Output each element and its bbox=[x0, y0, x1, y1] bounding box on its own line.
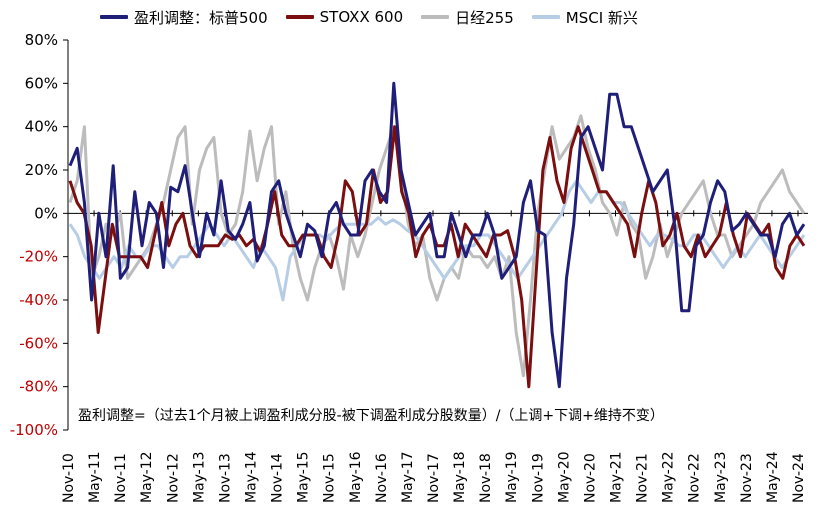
legend-item-stoxx600: STOXX 600 bbox=[285, 8, 404, 26]
x-tick-label: Nov-19 bbox=[530, 453, 546, 503]
legend-label-nikkei: 日经255 bbox=[455, 8, 514, 27]
x-tick-label: Nov-21 bbox=[635, 453, 651, 503]
legend-label-sp500: 盈利调整：标普500 bbox=[134, 8, 268, 27]
chart-ticks: 80%60%40%20%0%-20%-40%-60%-80%-100%Nov-1… bbox=[10, 31, 807, 503]
y-tick-label: -20% bbox=[19, 248, 58, 266]
x-tick-label: Nov-24 bbox=[791, 453, 807, 503]
legend-swatch-stoxx600 bbox=[285, 15, 314, 19]
y-tick-label: -40% bbox=[19, 291, 58, 309]
y-tick-label: 80% bbox=[25, 31, 58, 49]
x-tick-label: Nov-18 bbox=[478, 453, 494, 503]
y-tick-label: 40% bbox=[25, 118, 58, 136]
x-tick-label: Nov-15 bbox=[322, 453, 338, 503]
x-tick-label: Nov-13 bbox=[217, 453, 233, 503]
legend-item-msci-em: MSCI 新兴 bbox=[531, 7, 638, 28]
legend-swatch-msci-em bbox=[531, 15, 560, 19]
x-tick-label: Nov-23 bbox=[739, 453, 755, 503]
y-tick-label: 20% bbox=[25, 161, 58, 179]
x-tick-label: Nov-14 bbox=[270, 453, 286, 503]
y-tick-label: 60% bbox=[25, 74, 58, 92]
y-tick-label: -80% bbox=[19, 378, 58, 396]
y-tick-label: 0% bbox=[34, 204, 58, 222]
legend-item-nikkei: 日经255 bbox=[421, 7, 514, 28]
legend-label-msci-em: MSCI 新兴 bbox=[565, 8, 638, 27]
x-tick-label: Nov-10 bbox=[61, 453, 77, 503]
y-tick-label: -60% bbox=[19, 334, 58, 352]
legend-swatch-nikkei bbox=[421, 15, 450, 19]
x-tick-label: May-18 bbox=[452, 451, 468, 503]
x-tick-label: May-24 bbox=[765, 451, 781, 503]
series-line-1 bbox=[68, 125, 806, 389]
series-line-3 bbox=[68, 179, 806, 302]
x-tick-label: May-21 bbox=[609, 451, 625, 503]
legend: 盈利调整：标普500 STOXX 600 日经255 MSCI 新兴 bbox=[100, 6, 638, 28]
y-tick-label: -100% bbox=[10, 421, 58, 439]
legend-label-stoxx600: STOXX 600 bbox=[319, 8, 404, 26]
x-tick-label: Nov-22 bbox=[687, 453, 703, 503]
x-tick-label: May-11 bbox=[87, 451, 103, 503]
x-tick-label: Nov-12 bbox=[165, 453, 181, 503]
x-tick-label: May-15 bbox=[296, 451, 312, 503]
x-tick-label: Nov-11 bbox=[113, 453, 129, 503]
legend-swatch-sp500 bbox=[100, 15, 128, 19]
x-tick-label: May-16 bbox=[348, 451, 364, 503]
x-tick-label: Nov-16 bbox=[374, 453, 390, 503]
x-tick-label: May-20 bbox=[556, 451, 572, 503]
x-tick-label: May-12 bbox=[139, 451, 155, 503]
x-tick-label: May-17 bbox=[400, 451, 416, 503]
legend-item-sp500: 盈利调整：标普500 bbox=[100, 7, 268, 28]
x-tick-label: May-19 bbox=[504, 451, 520, 503]
chart-annotation-note: 盈利调整=（过去1个月被上调盈利成分股-被下调盈利成分股数量）/（上调+下调+维… bbox=[78, 408, 664, 424]
x-tick-label: Nov-20 bbox=[582, 453, 598, 503]
series-line-2 bbox=[68, 114, 806, 378]
x-tick-label: May-14 bbox=[244, 451, 260, 503]
x-tick-label: May-13 bbox=[191, 451, 207, 503]
x-tick-label: May-23 bbox=[713, 451, 729, 503]
series-line-0 bbox=[68, 81, 806, 389]
x-tick-label: May-22 bbox=[661, 451, 677, 503]
chart-series bbox=[68, 81, 806, 389]
x-tick-label: Nov-17 bbox=[426, 453, 442, 503]
